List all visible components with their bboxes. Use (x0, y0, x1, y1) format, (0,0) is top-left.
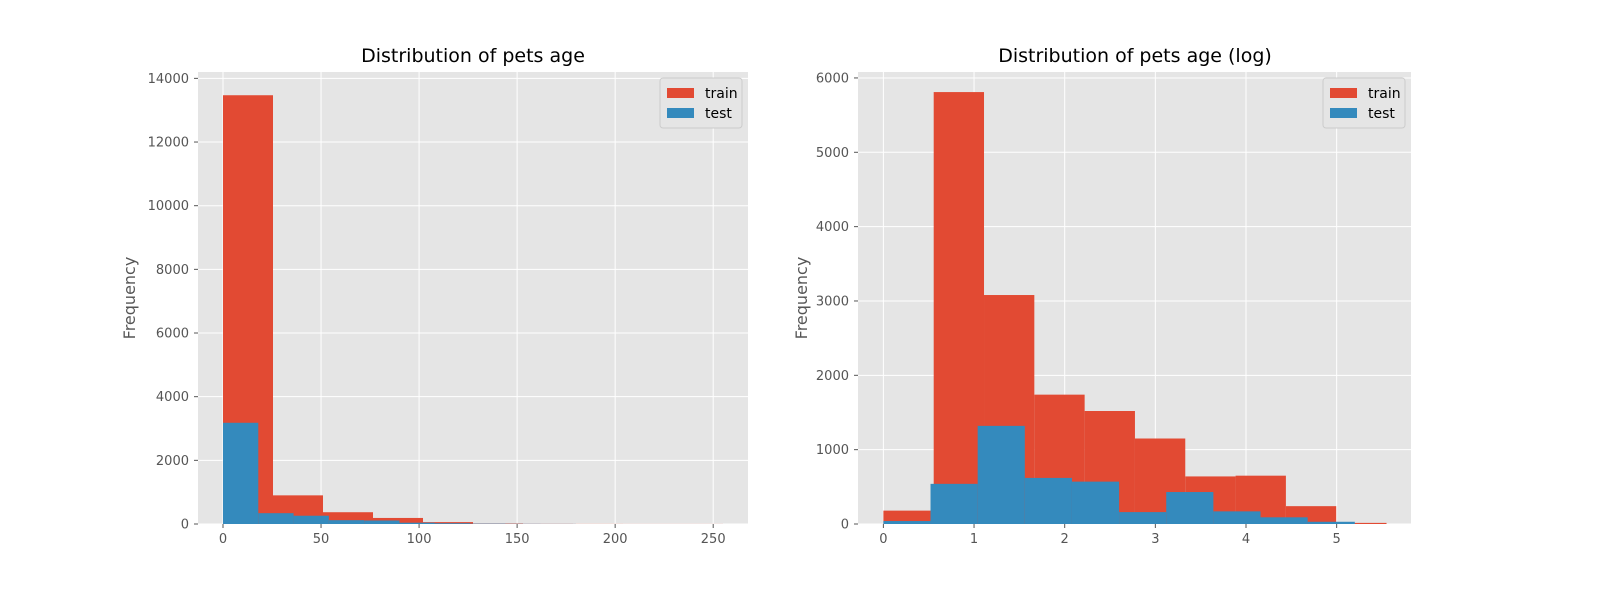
x-tick-label: 200 (603, 532, 628, 547)
y-tick-label: 8000 (156, 263, 189, 278)
test-bar (930, 483, 978, 524)
y-tick-label: 12000 (148, 136, 189, 151)
x-axis: 0 50 100 150 200 250 (219, 524, 726, 547)
chart-title: Distribution of pets age (log) (998, 45, 1272, 67)
chart-pets-age-log: 0 1 2 3 4 5 0 1000 2000 3000 4000 5000 6000 Distrib… (792, 45, 1411, 547)
test-bar (399, 522, 435, 524)
train-bar (1336, 522, 1387, 524)
train-bar (933, 92, 985, 525)
x-tick-label: 50 (313, 532, 330, 547)
legend-swatch-test (1330, 108, 1357, 118)
chart-title: Distribution of pets age (361, 45, 585, 67)
test-bar (1119, 512, 1167, 524)
chart-pets-age: 0 50 100 150 200 250 0 2000 4000 6000 8000 10000 12… (120, 45, 748, 547)
y-tick-label: 10000 (148, 199, 189, 214)
legend-label-train: train (1368, 86, 1401, 102)
test-bars (883, 425, 1355, 524)
test-bar (258, 513, 294, 524)
legend-label-train: train (705, 86, 738, 102)
legend-label-test: test (705, 106, 732, 122)
x-tick-label: 1 (970, 532, 978, 547)
y-tick-label: 6000 (816, 71, 849, 86)
y-tick-label: 2000 (816, 369, 849, 384)
x-tick-label: 0 (879, 532, 887, 547)
y-axis: 0 2000 4000 6000 8000 10000 12000 14000 (148, 72, 198, 533)
y-axis-label: Frequency (120, 257, 139, 340)
x-axis: 0 1 2 3 4 5 (879, 524, 1341, 547)
test-bar (293, 515, 329, 524)
legend-swatch-train (1330, 88, 1357, 98)
test-bar (364, 520, 400, 524)
legend-label-test: test (1368, 106, 1395, 122)
legend-swatch-test (667, 108, 694, 118)
test-bar (328, 520, 365, 524)
test-bar (1260, 517, 1308, 524)
x-tick-label: 5 (1333, 532, 1341, 547)
test-bar (883, 521, 931, 524)
test-bar (223, 422, 259, 524)
train-bar (423, 522, 473, 524)
train-bar (323, 512, 373, 524)
y-tick-label: 6000 (156, 327, 189, 342)
y-tick-label: 14000 (148, 72, 189, 87)
train-bar (883, 510, 934, 524)
test-bars (223, 422, 576, 524)
y-tick-label: 2000 (156, 454, 189, 469)
x-tick-label: 2 (1061, 532, 1069, 547)
x-tick-label: 0 (219, 532, 227, 547)
y-axis: 0 1000 2000 3000 4000 5000 6000 (816, 71, 858, 533)
test-bar (977, 425, 1025, 524)
legend: train test (1322, 77, 1406, 129)
plot-area (198, 72, 748, 524)
y-tick-label: 4000 (816, 220, 849, 235)
test-bar (1213, 511, 1261, 524)
y-tick-label: 0 (181, 518, 189, 533)
y-axis-label: Frequency (792, 257, 811, 340)
test-bar (1166, 492, 1214, 524)
y-tick-label: 3000 (816, 294, 849, 309)
y-tick-label: 0 (841, 518, 849, 533)
x-tick-label: 3 (1151, 532, 1159, 547)
test-bar (1307, 521, 1355, 524)
x-tick-label: 4 (1242, 532, 1250, 547)
test-bar (1071, 481, 1120, 524)
y-tick-label: 4000 (156, 390, 189, 405)
test-bar (1024, 477, 1072, 524)
legend-swatch-train (667, 88, 694, 98)
x-tick-label: 250 (701, 532, 726, 547)
y-tick-label: 5000 (816, 146, 849, 161)
x-tick-label: 150 (505, 532, 530, 547)
test-bar (434, 523, 471, 524)
legend: train test (659, 77, 743, 129)
y-tick-label: 1000 (816, 443, 849, 458)
x-tick-label: 100 (407, 532, 432, 547)
